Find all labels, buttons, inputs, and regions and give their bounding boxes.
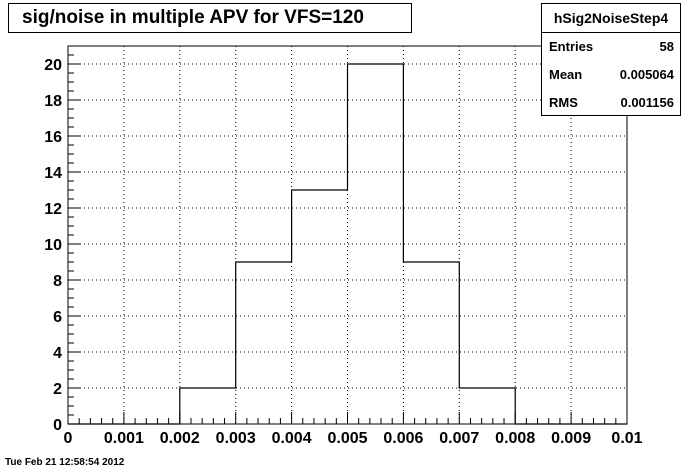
x-tick-label: 0.004 <box>272 430 312 447</box>
x-tick-label: 0.003 <box>216 430 256 447</box>
histogram-bin <box>403 262 459 424</box>
histogram-bin <box>292 190 348 424</box>
x-tick-label: 0.006 <box>383 430 423 447</box>
y-tick-label: 20 <box>44 57 62 74</box>
stats-value: 58 <box>659 39 674 54</box>
stats-label: Entries <box>549 39 594 54</box>
y-tick-label: 8 <box>53 273 62 290</box>
stats-label: RMS <box>549 95 578 110</box>
stats-histogram-name: hSig2NoiseStep4 <box>542 4 680 33</box>
x-tick-label: 0.002 <box>160 430 200 447</box>
chart-title: sig/noise in multiple APV for VFS=120 <box>8 3 412 33</box>
x-tick-label: 0.009 <box>551 430 591 447</box>
x-tick-label: 0.01 <box>611 430 642 447</box>
y-tick-label: 2 <box>53 381 62 398</box>
y-tick-label: 14 <box>44 165 62 182</box>
y-tick-label: 6 <box>53 309 62 326</box>
stats-row-mean: Mean 0.005064 <box>542 61 680 89</box>
stats-row-entries: Entries 58 <box>542 33 680 61</box>
x-tick-label: 0.005 <box>327 430 367 447</box>
y-tick-label: 4 <box>53 345 62 362</box>
y-tick-label: 0 <box>53 417 62 434</box>
y-tick-label: 10 <box>44 237 62 254</box>
histogram-bin <box>459 388 515 424</box>
histogram-bin <box>348 64 404 424</box>
stats-row-rms: RMS 0.001156 <box>542 89 680 117</box>
histogram-bin <box>236 262 292 424</box>
stats-label: Mean <box>549 67 583 82</box>
stats-box: hSig2NoiseStep4 Entries 58 Mean 0.005064… <box>541 3 681 116</box>
x-tick-label: 0.007 <box>439 430 479 447</box>
y-tick-label: 12 <box>44 201 62 218</box>
y-tick-label: 18 <box>44 93 62 110</box>
axes: 0 2 4 6 8 10 12 14 16 18 20 0 0.001 0.002 0.003 0.004 0.… <box>44 54 643 447</box>
stats-value: 0.001156 <box>620 95 674 110</box>
histogram-outline <box>68 63 627 425</box>
histogram-bin <box>180 388 236 424</box>
x-tick-label: 0.001 <box>104 430 144 447</box>
y-tick-label: 16 <box>44 129 62 146</box>
x-tick-label: 0 <box>64 430 73 447</box>
stats-value: 0.005064 <box>619 67 674 82</box>
timestamp: Tue Feb 21 12:58:54 2012 <box>5 457 125 468</box>
x-tick-label: 0.008 <box>495 430 535 447</box>
